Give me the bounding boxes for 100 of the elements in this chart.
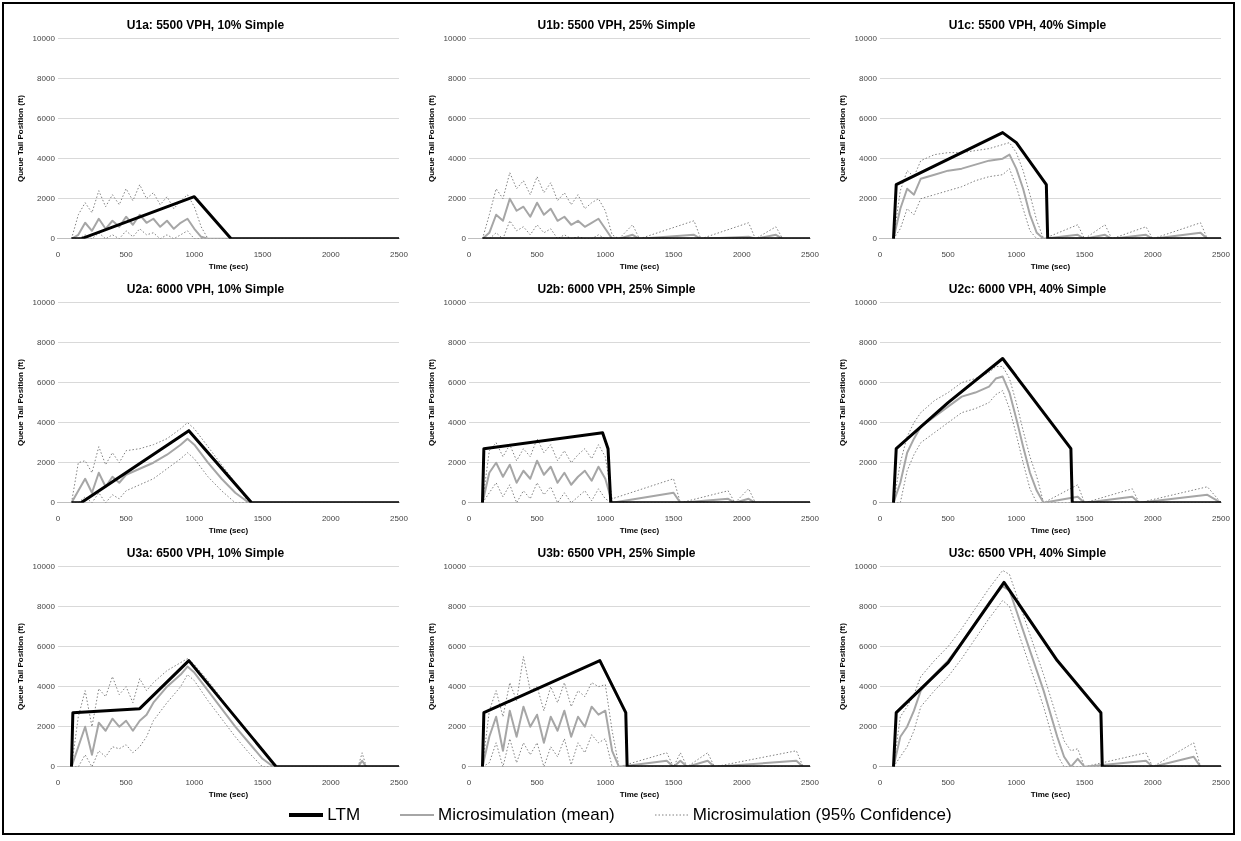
y-tick-label: 4000 [859, 417, 878, 427]
y-tick-label: 10000 [443, 297, 467, 307]
y-tick-label: 6000 [859, 113, 878, 123]
y-tick-label: 0 [50, 234, 56, 243]
y-tick-label: 8000 [37, 73, 56, 83]
y-tick-label: 10000 [854, 297, 878, 307]
y-tick-label: 10000 [32, 33, 56, 43]
y-tick-label: 8000 [859, 337, 878, 347]
y-axis-title: Queue Tail Position (ft) [838, 622, 847, 711]
y-tick-label: 10000 [443, 33, 467, 43]
x-tick-label: 1500 [1075, 249, 1094, 259]
x-tick-label: 1000 [596, 249, 615, 259]
y-tick-label: 10000 [32, 561, 56, 571]
chart-title: U2c: 6000 VPH, 40% Simple [948, 281, 1107, 296]
x-axis-title: Time (sec) [208, 790, 249, 800]
y-tick-label: 0 [461, 234, 467, 243]
y-tick-label: 4000 [859, 681, 878, 691]
y-tick-label: 10000 [32, 297, 56, 307]
chart-title: U1c: 5500 VPH, 40% Simple [948, 17, 1107, 32]
y-axis-title: Queue Tail Position (ft) [427, 94, 436, 183]
x-axis-title: Time (sec) [619, 262, 660, 272]
y-tick-label: 0 [872, 234, 878, 243]
y-tick-label: 6000 [448, 113, 467, 123]
y-axis-title: Queue Tail Position (ft) [427, 622, 436, 711]
x-axis-title: Time (sec) [1030, 790, 1071, 800]
x-tick-label: 1000 [1007, 513, 1026, 523]
legend-label: Microsimulation (mean) [438, 805, 615, 825]
x-axis-title: Time (sec) [619, 526, 660, 536]
x-tick-label: 1000 [1007, 777, 1026, 787]
y-axis-title: Queue Tail Position (ft) [427, 358, 436, 447]
x-tick-label: 1000 [185, 513, 204, 523]
x-tick-label: 500 [941, 249, 956, 259]
x-tick-label: 1000 [1007, 249, 1026, 259]
y-tick-label: 4000 [448, 153, 467, 163]
x-tick-label: 500 [530, 777, 545, 787]
y-tick-label: 0 [461, 762, 467, 771]
x-tick-label: 1000 [185, 777, 204, 787]
x-tick-label: 2000 [321, 249, 341, 259]
y-tick-label: 8000 [37, 337, 56, 347]
chart-title: U2b: 6000 VPH, 25% Simple [537, 281, 696, 296]
y-tick-label: 6000 [448, 641, 467, 651]
x-tick-label: 1500 [664, 513, 683, 523]
y-tick-label: 4000 [859, 153, 878, 163]
y-tick-label: 6000 [37, 113, 56, 123]
y-tick-label: 6000 [37, 377, 56, 387]
y-tick-label: 8000 [37, 601, 56, 611]
x-tick-label: 2500 [390, 777, 409, 787]
legend-label: LTM [327, 805, 361, 825]
y-tick-label: 2000 [859, 193, 878, 203]
chart-title: U1a: 5500 VPH, 10% Simple [126, 17, 285, 32]
y-axis-title: Queue Tail Position (ft) [838, 94, 847, 183]
x-tick-label: 1500 [664, 249, 683, 259]
x-tick-label: 1500 [253, 249, 272, 259]
y-tick-label: 8000 [859, 73, 878, 83]
y-tick-label: 10000 [443, 561, 467, 571]
x-axis-title: Time (sec) [208, 526, 249, 536]
y-tick-label: 0 [50, 762, 56, 771]
x-tick-label: 2500 [390, 249, 409, 259]
x-tick-label: 500 [941, 513, 956, 523]
y-tick-label: 4000 [37, 153, 56, 163]
x-tick-label: 1500 [1075, 777, 1094, 787]
x-axis-title: Time (sec) [1030, 526, 1071, 536]
x-tick-label: 1500 [253, 513, 272, 523]
x-tick-label: 1000 [596, 513, 615, 523]
x-tick-label: 2000 [1143, 777, 1163, 787]
y-tick-label: 8000 [448, 601, 467, 611]
x-tick-label: 1000 [185, 249, 204, 259]
y-tick-label: 10000 [854, 33, 878, 43]
x-tick-label: 500 [530, 513, 545, 523]
y-tick-label: 2000 [448, 193, 467, 203]
x-tick-label: 1500 [1075, 513, 1094, 523]
y-tick-label: 2000 [37, 457, 56, 467]
y-axis-title: Queue Tail Position (ft) [16, 622, 25, 711]
x-tick-label: 500 [119, 513, 134, 523]
y-tick-label: 0 [872, 498, 878, 507]
y-tick-label: 4000 [448, 681, 467, 691]
x-tick-label: 500 [119, 249, 134, 259]
y-tick-label: 6000 [37, 641, 56, 651]
x-tick-label: 2500 [1212, 513, 1231, 523]
y-tick-label: 2000 [448, 721, 467, 731]
x-tick-label: 1000 [596, 777, 615, 787]
y-axis-title: Queue Tail Position (ft) [16, 358, 25, 447]
legend-label: Microsimulation (95% Confidence) [692, 805, 952, 825]
y-tick-label: 6000 [859, 377, 878, 387]
y-tick-label: 2000 [859, 457, 878, 467]
x-tick-label: 2500 [390, 513, 409, 523]
x-tick-label: 2000 [321, 513, 341, 523]
y-axis-title: Queue Tail Position (ft) [16, 94, 25, 183]
y-tick-label: 4000 [37, 417, 56, 427]
y-tick-label: 8000 [448, 73, 467, 83]
y-tick-label: 0 [872, 762, 878, 771]
x-tick-label: 500 [119, 777, 134, 787]
chart-title: U2a: 6000 VPH, 10% Simple [126, 281, 285, 296]
x-tick-label: 1500 [664, 777, 683, 787]
y-axis-title: Queue Tail Position (ft) [838, 358, 847, 447]
y-tick-label: 8000 [448, 337, 467, 347]
x-tick-label: 2000 [1143, 513, 1163, 523]
x-tick-label: 2000 [1143, 249, 1163, 259]
chart-title: U3c: 6500 VPH, 40% Simple [948, 545, 1107, 560]
chart-title: U1b: 5500 VPH, 25% Simple [537, 17, 696, 32]
